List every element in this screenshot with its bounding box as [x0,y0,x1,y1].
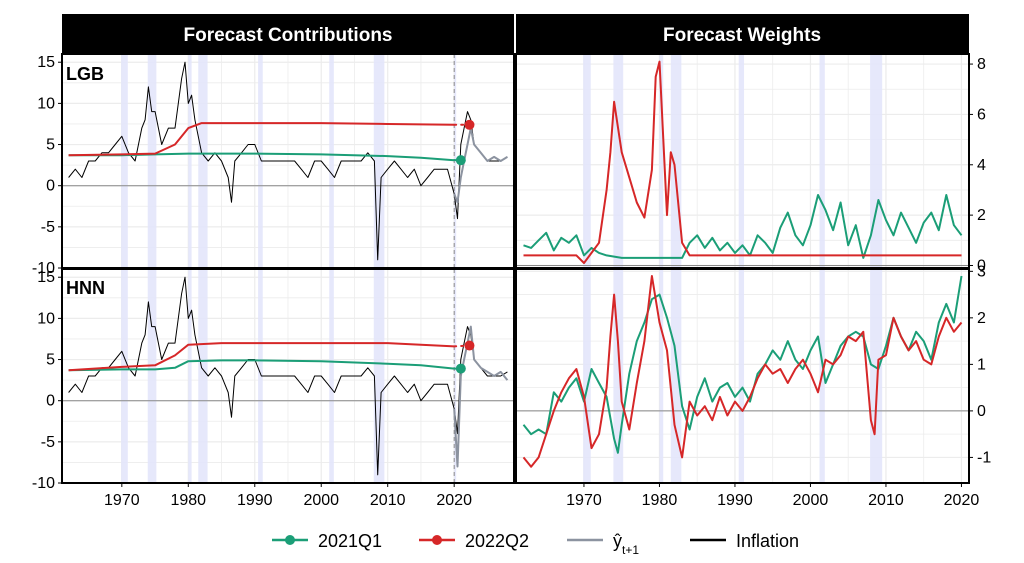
recession-band [819,54,825,268]
x-tick-label: 1990 [717,492,753,509]
x-tick-label: 1970 [104,492,140,509]
x-tick-label: 2010 [868,492,904,509]
x-tick-label: 2020 [436,492,472,509]
legend-label: 2022Q2 [465,531,529,551]
x-tick-label: 2010 [370,492,406,509]
series-line-Inflation [68,276,508,476]
panel-frame [61,268,515,484]
y-tick-label: -5 [41,219,55,236]
y-tick-label: 5 [46,137,55,154]
strip-contributions [62,14,514,54]
recession-band [373,269,385,483]
legend-label: 2021Q1 [318,531,382,551]
y-tick-label: 15 [37,269,55,286]
y-tick-label: -10 [32,260,55,277]
legend-key-marker [285,535,295,545]
recession-band [670,269,682,483]
recession-band [583,54,591,268]
recession-band [583,269,591,483]
legend: 2021Q1 2022Q2 ŷt+1 Inflation [272,531,799,557]
recession-band [454,269,457,483]
y-tick-label: 2 [977,310,986,327]
y-tick-label: 2 [977,207,986,224]
series-line-2021Q1 [68,359,455,372]
recession-band [258,269,263,483]
series-line-2022Q2 [68,342,455,372]
row-label-hnn: HNN [66,278,105,298]
y-tick-label: 15 [37,54,55,71]
y-tick-label: 4 [977,157,986,174]
x-tick-label: 1980 [642,492,678,509]
panel-weights-lgb: 0 2 4 6 8 [515,53,986,274]
panel-contributions-lgb: -10 -5 0 5 10 15 [32,53,515,277]
recession-band [147,54,157,268]
y-tick-label: 3 [977,263,986,280]
recession-band [147,269,157,483]
row-label-lgb: LGB [66,64,104,84]
panel-frame [515,268,970,484]
recession-band [670,54,682,268]
x-tick-label: 2000 [793,492,829,509]
x-tick-label: 1970 [566,492,602,509]
y-tick-label: 6 [977,106,986,123]
y-tick-label: 10 [37,310,55,327]
forecast-extension [453,344,471,348]
recession-band [198,269,208,483]
recession-band [659,269,664,483]
legend-label: Inflation [736,531,799,551]
recession-band [188,54,192,268]
series-line-2021Q1 [522,275,963,454]
strip-weights-title: Forecast Weights [663,25,821,46]
x-tick-label: 2000 [303,492,339,509]
series-line-2022Q2 [523,60,962,264]
y-tick-label: 0 [977,403,986,420]
series-line-Inflation [68,61,508,261]
y-tick-label: -10 [32,475,55,492]
forecast-point-2022Q2 [464,119,475,130]
recession-band [738,269,745,483]
recession-band [121,54,128,268]
x-tick-label: 1990 [237,492,273,509]
recession-band [738,54,745,268]
series-line- [453,127,508,204]
recession-band [613,54,624,268]
y-tick-label: 0 [46,393,55,410]
recession-band [373,54,385,268]
x-tick-label: 2020 [944,492,980,509]
y-tick-label: 0 [977,257,986,274]
strip-weights [516,14,969,54]
recession-band [870,269,883,483]
panel-weights-hnn: -1 0 1 2 3 1970 1980 1990 2000 2010 2020 [515,263,991,509]
recession-band [188,269,192,483]
series-line-2022Q2 [522,275,963,468]
panel-contributions-hnn: -10 -5 0 5 10 15 1970 1980 1990 2000 2010 2020 [32,268,515,509]
legend-label: ŷt+1 [613,531,639,557]
recession-band [613,269,624,483]
series-line-2022Q2 [68,122,455,157]
recession-band [198,54,208,268]
y-tick-label: 5 [46,352,55,369]
y-tick-label: 8 [977,56,986,73]
forecast-point-2022Q2 [464,340,475,351]
y-tick-label: 0 [46,178,55,195]
series-line-2021Q1 [523,194,963,259]
legend-label-subscript: t+1 [622,543,639,557]
forecast-point-2021Q1 [455,155,466,166]
legend-key-marker [432,535,442,545]
y-tick-label: 10 [37,95,55,112]
x-tick-label: 1980 [170,492,206,509]
y-tick-label: -1 [977,449,991,466]
forecast-point-2021Q1 [455,363,466,374]
recession-band [258,54,263,268]
recession-band [870,54,883,268]
recession-band [121,269,128,483]
recession-band [659,54,664,268]
strip-contributions-title: Forecast Contributions [183,25,392,46]
y-tick-label: -5 [41,434,55,451]
y-tick-label: 1 [977,356,986,373]
recession-band [329,54,334,268]
recession-band [329,269,334,483]
